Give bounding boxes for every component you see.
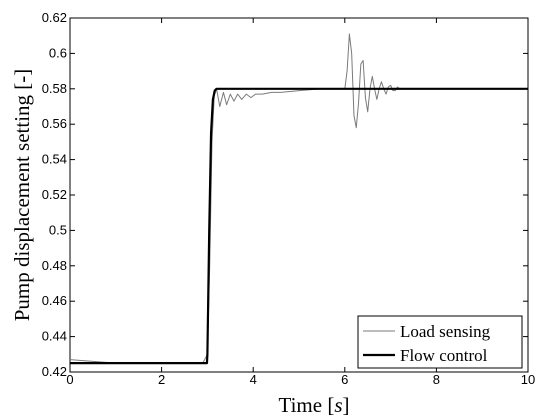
y-tick-label: 0.62	[42, 10, 67, 25]
x-tick-label: 6	[341, 372, 348, 387]
series-layer	[69, 33, 528, 365]
legend-label-flow-control: Flow control	[400, 346, 488, 365]
series-line-flow-control	[70, 87, 528, 365]
y-tick-label: 0.44	[42, 329, 67, 344]
y-tick-label: 0.58	[42, 81, 67, 96]
y-tick-label: 0.56	[42, 116, 67, 131]
x-axis-title: Time [s]	[278, 393, 349, 417]
y-axis-title: Pump displacement setting [-]	[10, 69, 34, 322]
x-tick-label: 0	[66, 372, 73, 387]
x-tick-label: 10	[521, 372, 535, 387]
series-line-load-sensing	[69, 33, 528, 364]
legend: Load sensing Flow control	[357, 315, 523, 369]
x-tick-label: 2	[158, 372, 165, 387]
y-tick-label: 0.6	[49, 45, 67, 60]
y-tick-label: 0.48	[42, 258, 67, 273]
plot-frame	[69, 17, 529, 373]
y-axis-ticks: 0.42 0.44 0.46 0.48 0.5 0.52 0.54 0.56 0.58 0.6 0.…	[42, 10, 528, 379]
x-axis-ticks: 0 2 4 6 8 10	[66, 18, 535, 387]
y-tick-label: 0.54	[42, 152, 67, 167]
y-tick-label: 0.52	[42, 187, 67, 202]
x-tick-label: 8	[433, 372, 440, 387]
legend-label-load-sensing: Load sensing	[400, 322, 491, 341]
legend-box	[357, 315, 523, 369]
x-tick-label: 4	[250, 372, 257, 387]
y-tick-label: 0.5	[49, 222, 67, 237]
y-tick-label: 0.46	[42, 293, 67, 308]
y-tick-label: 0.42	[42, 364, 67, 379]
